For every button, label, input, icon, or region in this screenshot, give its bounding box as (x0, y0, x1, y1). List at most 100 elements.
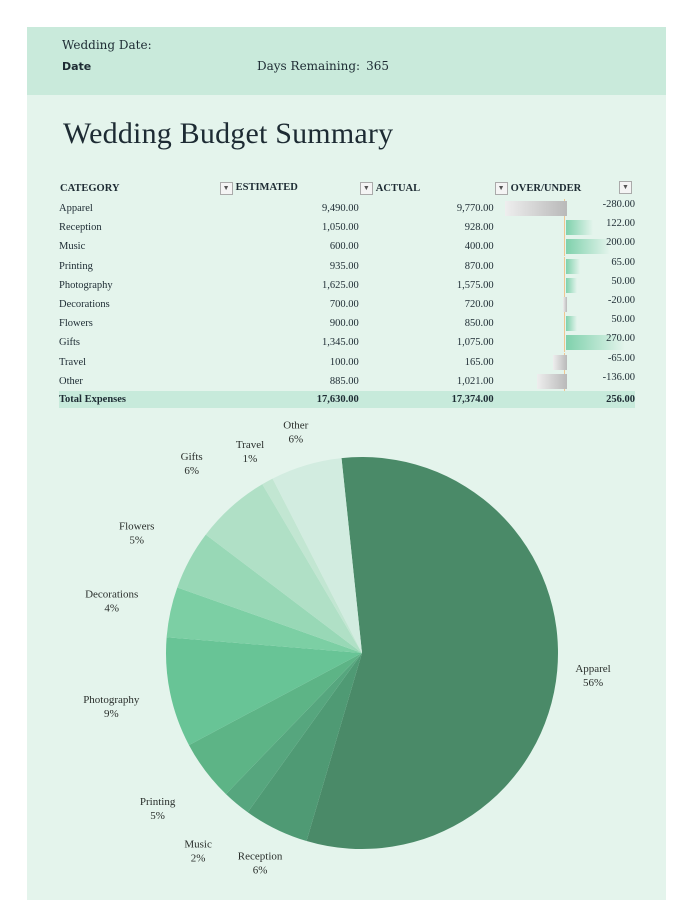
table-row[interactable]: Decorations 700.00 720.00 -20.00 (59, 295, 635, 315)
pie-percent-label: 4% (104, 602, 119, 614)
category-cell: Decorations (59, 299, 110, 311)
estimated-cell: 100.00 (329, 356, 359, 368)
data-bar-negative (552, 354, 567, 370)
estimated-cell: 600.00 (329, 241, 359, 253)
pie-category-label: Travel (236, 439, 264, 451)
pie-percent-label: 2% (191, 853, 206, 865)
pie-slice-apparel[interactable] (306, 457, 559, 850)
estimated-cell: 885.00 (329, 375, 359, 387)
data-bar-negative (562, 297, 567, 313)
category-cell: Gifts (59, 337, 80, 349)
pie-percent-label: 9% (104, 708, 119, 720)
estimated-cell: 1,050.00 (322, 222, 359, 234)
wedding-date-value[interactable]: Date (62, 60, 92, 73)
pie-percent-label: 5% (150, 810, 165, 822)
category-cell: Printing (59, 260, 93, 272)
table-row[interactable]: Gifts 1,345.00 1,075.00 270.00 (59, 333, 635, 353)
page-title: Wedding Budget Summary (63, 117, 394, 150)
pie-slice-travel[interactable] (262, 478, 362, 653)
filter-dropdown-icon[interactable]: ▼ (219, 181, 233, 195)
total-estimated: 17,630.00 (218, 390, 359, 408)
pie-slice-gifts[interactable] (205, 484, 362, 653)
table-row[interactable]: Apparel 9,490.00 9,770.00 -280.00 (59, 199, 635, 219)
filter-dropdown-icon[interactable]: ▼ (494, 181, 508, 195)
table-row[interactable]: Music 600.00 400.00 200.00 (59, 237, 635, 257)
filter-dropdown-icon[interactable]: ▼ (619, 181, 632, 194)
column-header-estimated[interactable]: ▼ ESTIMATED (219, 177, 359, 199)
estimated-cell: 935.00 (329, 260, 359, 272)
pie-category-label: Decorations (85, 588, 138, 600)
actual-cell: 165.00 (464, 356, 494, 368)
table-row[interactable]: Reception 1,050.00 928.00 122.00 (59, 218, 635, 238)
header-band: Wedding Date: Date Days Remaining: 365 (27, 27, 666, 95)
over-under-cell: 270.00 (494, 333, 635, 353)
over-under-cell: 50.00 (494, 275, 635, 295)
table-row[interactable]: Travel 100.00 165.00 -65.00 (59, 352, 635, 372)
category-cell: Photography (59, 279, 113, 291)
over-under-cell: -136.00 (494, 371, 635, 391)
column-header-actual[interactable]: ▼ ACTUAL (359, 177, 494, 199)
pie-category-label: Gifts (181, 451, 203, 463)
pie-category-label: Printing (140, 796, 176, 808)
data-bar-positive (565, 220, 593, 236)
pie-category-label: Reception (238, 850, 283, 862)
pie-category-label: Apparel (575, 663, 610, 675)
pie-slice-photography[interactable] (166, 637, 362, 746)
pie-slice-reception[interactable] (247, 653, 362, 841)
over-under-cell: -280.00 (494, 199, 635, 219)
column-header-over-under[interactable]: ▼ OVER/UNDER ▼ (494, 177, 635, 199)
data-bar-axis (563, 218, 565, 238)
estimated-cell: 9,490.00 (322, 203, 359, 215)
table-row[interactable]: Other 885.00 1,021.00 -136.00 (59, 371, 635, 391)
pie-percent-label: 56% (583, 677, 603, 689)
pie-slice-other[interactable] (272, 458, 362, 653)
over-under-cell: 65.00 (494, 256, 635, 276)
actual-cell: 9,770.00 (456, 203, 494, 215)
column-header-category[interactable]: CATEGORY (60, 182, 120, 194)
category-cell: Apparel (59, 203, 93, 215)
table-row[interactable]: Flowers 900.00 850.00 50.00 (59, 314, 635, 334)
data-bar-negative (505, 201, 567, 217)
actual-cell: 720.00 (464, 299, 494, 311)
pie-category-label: Music (184, 839, 212, 851)
category-cell: Travel (59, 356, 87, 368)
actual-cell: 850.00 (464, 318, 494, 330)
data-bar-positive (565, 335, 626, 351)
over-under-cell: -20.00 (494, 295, 635, 315)
pie-category-label: Other (283, 420, 308, 432)
table-row[interactable]: Printing 935.00 870.00 65.00 (59, 256, 635, 276)
data-bar-axis (563, 314, 565, 334)
data-bar-axis (563, 256, 565, 276)
pie-category-label: Flowers (119, 520, 154, 532)
data-bar-axis (563, 237, 565, 257)
filter-dropdown-icon[interactable]: ▼ (359, 181, 373, 195)
actual-cell: 1,075.00 (456, 337, 494, 349)
data-bar-positive (565, 239, 610, 255)
actual-cell: 400.00 (464, 241, 494, 253)
data-bar-positive (565, 258, 581, 274)
budget-sheet: Wedding Date: Date Days Remaining: 365 We… (27, 27, 666, 900)
table-row[interactable]: Photography 1,625.00 1,575.00 50.00 (59, 275, 635, 295)
pie-slice-music[interactable] (225, 653, 362, 813)
pie-percent-label: 5% (129, 534, 144, 546)
category-cell: Music (59, 241, 86, 253)
pie-slice-flowers[interactable] (177, 534, 362, 653)
budget-table: CATEGORY ▼ ESTIMATED ▼ ACTUAL ▼ OVER/UNDER ▼… (59, 177, 635, 408)
pie-slice-decorations[interactable] (166, 587, 362, 653)
actual-cell: 870.00 (464, 260, 494, 272)
over-under-cell: -65.00 (494, 352, 635, 372)
pie-percent-label: 6% (184, 465, 199, 477)
estimated-cell: 900.00 (329, 318, 359, 330)
over-under-cell: 50.00 (494, 314, 635, 334)
actual-cell: 1,575.00 (456, 279, 494, 291)
category-cell: Reception (59, 222, 102, 234)
total-over-under: 256.00 (493, 390, 635, 408)
expense-pie-chart: Apparel 56% Reception 6% Music 2% Printing 5% Ph… (83, 420, 611, 877)
pie-slice-printing[interactable] (188, 653, 362, 795)
estimated-cell: 1,345.00 (322, 337, 359, 349)
actual-cell: 1,021.00 (456, 375, 494, 387)
days-remaining-value: 365 (366, 59, 389, 73)
actual-cell: 928.00 (464, 222, 494, 234)
data-bar-negative (536, 373, 567, 389)
wedding-date-label: Wedding Date: (62, 38, 152, 52)
